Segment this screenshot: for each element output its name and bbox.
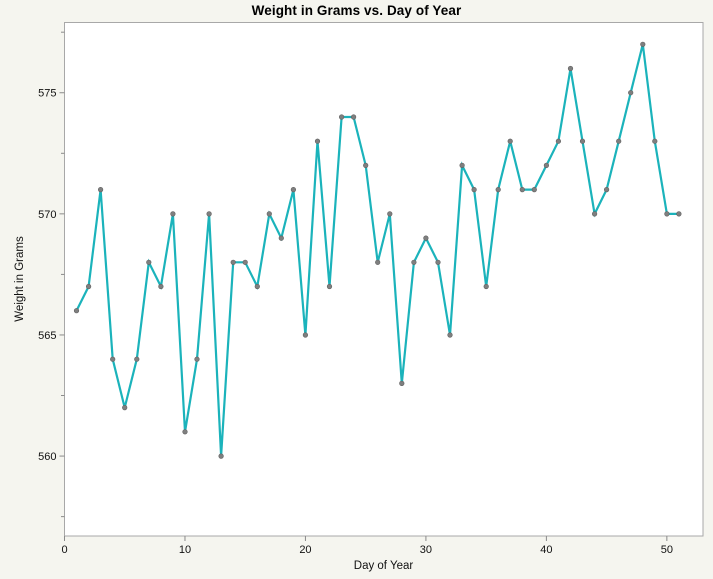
x-axis-label: Day of Year [353, 560, 414, 572]
data-point [628, 90, 634, 96]
data-point [254, 283, 260, 290]
data-point [314, 138, 321, 144]
data-point [507, 138, 513, 144]
data-point [85, 283, 92, 290]
data-point [640, 41, 646, 47]
data-point [471, 187, 477, 193]
y-axis-label: Weight in Grams [14, 236, 26, 322]
data-point [302, 332, 309, 338]
data-point [146, 259, 152, 265]
data-point [447, 332, 453, 338]
x-tick-label: 10 [179, 544, 191, 556]
data-point [206, 211, 212, 217]
data-point [122, 405, 128, 411]
data-point [326, 283, 333, 290]
data-point [387, 211, 393, 217]
data-point [110, 356, 116, 362]
data-point [182, 429, 188, 435]
data-point [158, 283, 164, 290]
data-point [459, 162, 465, 168]
data-point [531, 187, 537, 193]
data-point [616, 138, 622, 144]
data-point [435, 259, 441, 265]
data-point [339, 114, 345, 120]
data-point [375, 259, 381, 265]
data-point [290, 187, 297, 193]
data-point [170, 211, 176, 217]
data-point [73, 308, 80, 314]
data-point [603, 187, 610, 193]
x-tick-label: 0 [61, 544, 67, 556]
x-tick-label: 40 [540, 544, 552, 556]
data-point [194, 356, 200, 362]
x-tick-label: 50 [661, 544, 673, 556]
data-point [411, 259, 417, 265]
data-point [519, 187, 525, 193]
data-point [363, 162, 369, 168]
data-point [97, 187, 104, 193]
chart-title: Weight in Grams vs. Day of Year [251, 3, 462, 18]
y-tick-label: 570 [38, 209, 56, 221]
data-point [278, 235, 284, 241]
data-point [676, 211, 682, 217]
data-point [218, 453, 224, 459]
data-point [591, 211, 598, 217]
data-point [664, 211, 670, 217]
plot-area [64, 22, 704, 537]
x-tick-label: 20 [299, 544, 311, 556]
data-point [399, 380, 405, 387]
data-point [579, 138, 586, 144]
data-point [555, 138, 562, 144]
data-point [230, 259, 236, 265]
data-point [134, 356, 140, 362]
data-point [242, 259, 248, 265]
data-point [652, 138, 658, 144]
y-tick-label: 575 [38, 88, 56, 100]
data-point [351, 114, 357, 120]
y-tick-label: 560 [38, 451, 56, 463]
x-tick-label: 30 [420, 544, 432, 556]
data-point [567, 65, 574, 72]
data-point [543, 162, 550, 168]
data-point [423, 235, 429, 241]
data-point [483, 283, 489, 290]
data-point [266, 211, 272, 217]
y-tick-label: 565 [38, 330, 56, 342]
data-point [495, 187, 501, 193]
